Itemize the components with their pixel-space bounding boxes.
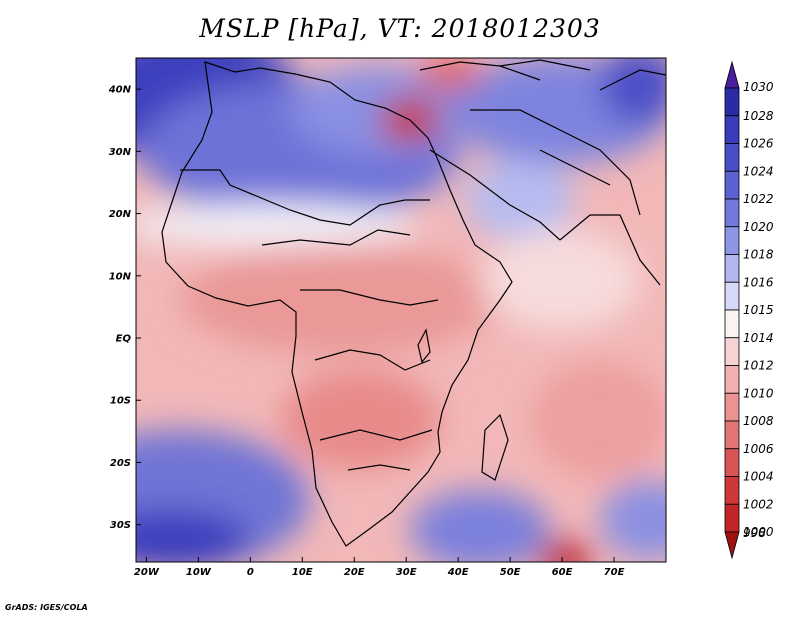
colorbar-label: 1006 xyxy=(743,442,774,456)
colorbar-swatch xyxy=(724,254,740,283)
lat-tick-label: 20S xyxy=(110,458,131,469)
colorbar-label: 1010 xyxy=(743,386,774,400)
colorbar-swatch xyxy=(724,420,740,450)
lat-tick-label: 20N xyxy=(109,209,132,220)
colorbar-label: 1015 xyxy=(743,303,774,317)
colorbar-swatch xyxy=(724,143,740,172)
colorbar-swatch xyxy=(724,476,740,505)
lon-tick-label: 20E xyxy=(344,567,365,578)
colorbar-swatch xyxy=(724,87,740,117)
lon-tick-label: 10W xyxy=(186,567,212,578)
colorbar-label: 1004 xyxy=(743,470,774,484)
colorbar-swatch xyxy=(724,392,740,422)
lon-tick-label: 20W xyxy=(134,567,160,578)
colorbar-label: 1024 xyxy=(743,164,774,178)
longitude-axis: 20W 10W 0 10E 20E 30E 40E 50E 60E 70E xyxy=(134,557,625,578)
colorbar-label: 1014 xyxy=(743,331,774,345)
colorbar: 1030 1028 1026 1024 1022 1020 1018 1016 1015 1014… xyxy=(724,60,774,560)
latitude-axis: 40N 30N 20N 10N EQ 10S 20S 30S xyxy=(108,85,141,531)
colorbar-swatch xyxy=(724,198,740,228)
lat-tick-label: 10S xyxy=(110,396,131,407)
lat-tick-label: 10N xyxy=(109,271,132,282)
colorbar-label: 1020 xyxy=(743,220,774,234)
pressure-field xyxy=(136,58,666,562)
colorbar-swatch xyxy=(724,337,740,366)
colorbar-swatch xyxy=(724,309,740,339)
colorbar-swatch xyxy=(724,503,740,533)
colorbar-label: 1022 xyxy=(743,192,774,206)
lon-tick-label: 30E xyxy=(396,567,417,578)
lat-tick-label: 40N xyxy=(108,85,132,96)
colorbar-label: 1008 xyxy=(743,414,774,428)
colorbar-label: 998 xyxy=(743,526,766,540)
coastlines xyxy=(161,59,666,547)
colorbar-min-arrow xyxy=(724,531,740,560)
lon-tick-label: 70E xyxy=(604,567,625,578)
colorbar-label: 1030 xyxy=(743,80,774,94)
colorbar-label: 1028 xyxy=(743,109,774,123)
lon-tick-label: 40E xyxy=(447,567,469,578)
plot-frame xyxy=(135,57,667,563)
lat-tick-label: EQ xyxy=(116,334,132,345)
grads-credit: GrADS: IGES/COLA xyxy=(5,603,88,612)
lon-tick-label: 60E xyxy=(552,567,573,578)
colorbar-swatch xyxy=(724,115,740,144)
plot-title: MSLP [hPa], VT: 2018012303 xyxy=(199,14,601,43)
colorbar-swatch xyxy=(724,170,740,200)
colorbar-label: 1000 xyxy=(743,525,774,539)
lat-tick-label: 30S xyxy=(110,520,131,531)
lon-tick-label: 10E xyxy=(292,567,313,578)
lon-tick-label: 0 xyxy=(247,567,254,578)
colorbar-label: 1016 xyxy=(743,275,774,289)
colorbar-max-arrow xyxy=(724,60,740,89)
colorbar-swatch xyxy=(724,365,740,394)
colorbar-label: 1012 xyxy=(743,359,774,373)
colorbar-swatch xyxy=(724,281,740,311)
colorbar-label: 1018 xyxy=(743,248,774,262)
colorbar-label: 1002 xyxy=(743,497,774,511)
colorbar-swatch xyxy=(724,226,740,255)
lat-tick-label: 30N xyxy=(109,147,132,158)
colorbar-label: 1026 xyxy=(743,137,774,151)
lon-tick-label: 50E xyxy=(500,567,521,578)
colorbar-swatch xyxy=(724,448,740,477)
